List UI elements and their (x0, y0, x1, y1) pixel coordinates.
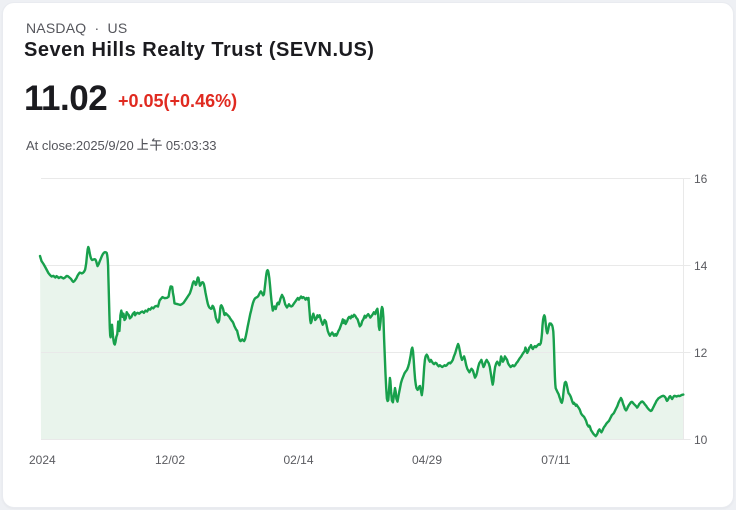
svg-text:12: 12 (694, 346, 708, 360)
svg-text:04/29: 04/29 (412, 453, 442, 467)
svg-text:10: 10 (694, 433, 708, 447)
svg-text:14: 14 (694, 259, 708, 273)
svg-text:16: 16 (694, 172, 708, 186)
svg-text:2024: 2024 (29, 453, 56, 467)
svg-text:07/11: 07/11 (541, 453, 570, 467)
svg-text:02/14: 02/14 (284, 453, 314, 467)
svg-text:12/02: 12/02 (155, 453, 185, 467)
